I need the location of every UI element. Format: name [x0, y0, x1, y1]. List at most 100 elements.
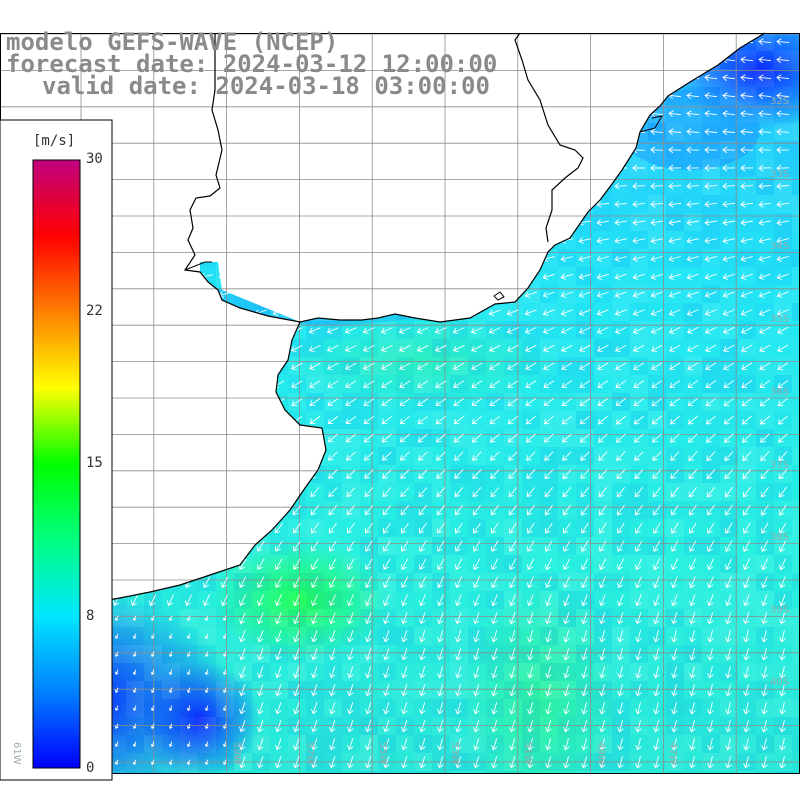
wind-arrow	[168, 759, 173, 766]
wind-arrow	[489, 380, 501, 389]
wind-arrow	[581, 684, 588, 697]
wind-arrow	[779, 756, 786, 769]
wind-arrow	[653, 594, 660, 607]
wind-arrow	[544, 522, 553, 534]
wind-arrow	[758, 309, 771, 317]
wind-arrow	[671, 630, 678, 643]
wind-arrow	[419, 594, 426, 607]
wind-arrow	[617, 594, 624, 607]
wind-arrow	[758, 273, 771, 280]
wind-arrow	[758, 255, 771, 262]
wind-arrow	[776, 164, 790, 172]
wind-arrow	[419, 756, 426, 769]
wind-arrow	[561, 415, 572, 425]
wind-arrow	[598, 487, 608, 498]
wind-arrow	[491, 756, 498, 769]
wind-arrow	[704, 326, 717, 335]
wind-arrow	[204, 723, 209, 730]
wind-arrow	[383, 666, 390, 679]
wind-arrow	[437, 684, 444, 697]
wind-arrow	[597, 380, 609, 389]
wind-arrow	[401, 756, 408, 769]
wind-arrow	[489, 344, 501, 353]
wind-arrow	[652, 576, 660, 589]
wind-arrow	[545, 756, 552, 769]
wind-arrow	[383, 612, 390, 625]
wind-arrow	[617, 630, 624, 643]
wind-arrow	[256, 558, 265, 570]
wind-arrow	[615, 415, 626, 425]
wind-arrow	[758, 237, 771, 244]
wind-arrow	[689, 738, 696, 751]
wind-arrow	[742, 522, 751, 534]
wind-arrow	[632, 326, 645, 335]
wind-arrow	[686, 128, 700, 136]
wind-arrow	[416, 344, 429, 353]
wind-arrow	[114, 741, 119, 747]
wind-arrow	[722, 128, 736, 136]
lon-label-51w: 51W	[522, 742, 533, 765]
wind-arrow	[507, 415, 518, 425]
wind-arrow	[364, 594, 372, 607]
wind-arrow	[363, 362, 375, 371]
wind-arrow	[741, 326, 753, 335]
wind-arrow	[202, 576, 211, 588]
wind-arrow	[563, 648, 570, 661]
wind-arrow	[473, 630, 480, 643]
wind-arrow	[310, 540, 319, 552]
wind-arrow	[670, 469, 680, 480]
wind-arrow	[689, 756, 696, 769]
wind-arrow	[689, 630, 696, 643]
wind-arrow	[596, 326, 609, 335]
wind-arrow	[419, 648, 426, 661]
wind-arrow	[434, 344, 447, 353]
wind-arrow	[669, 380, 681, 389]
wind-arrow	[419, 612, 426, 625]
wind-arrow	[776, 255, 789, 262]
wind-arrow	[257, 666, 264, 679]
wind-arrow	[760, 522, 769, 534]
wind-arrow	[114, 651, 119, 657]
wind-arrow	[632, 218, 645, 226]
wind-arrow	[560, 255, 573, 262]
wind-arrow	[473, 720, 480, 733]
valid-date: valid date: 2024-03-18 03:00:00	[42, 72, 490, 100]
wind-arrow	[473, 702, 480, 715]
wind-arrow	[650, 255, 663, 262]
wind-arrow	[561, 344, 573, 353]
wind-arrow	[617, 612, 624, 625]
wind-arrow	[760, 504, 769, 516]
wind-arrow	[328, 451, 338, 461]
wind-arrow	[596, 291, 609, 298]
wind-arrow	[114, 705, 119, 711]
wind-arrow	[777, 362, 789, 371]
wind-arrow	[544, 576, 552, 589]
wind-arrow	[777, 415, 788, 425]
wind-arrow	[650, 218, 663, 226]
wind-arrow	[401, 648, 408, 661]
wind-arrow	[436, 558, 445, 570]
wind-arrow	[473, 648, 480, 661]
wind-arrow	[347, 756, 354, 769]
wind-arrow	[489, 398, 501, 407]
wind-arrow	[383, 738, 390, 751]
wind-arrow	[596, 200, 610, 208]
wind-arrow	[597, 398, 609, 407]
wind-arrow	[419, 630, 426, 643]
wind-arrow	[671, 576, 678, 589]
wind-arrow	[527, 702, 534, 715]
wind-arrow	[686, 92, 700, 100]
wind-arrow	[779, 576, 786, 589]
wind-arrow	[186, 705, 191, 712]
wind-arrow	[614, 309, 627, 316]
wind-arrow	[562, 558, 571, 570]
wind-arrow	[758, 38, 772, 46]
wind-arrow	[508, 522, 517, 534]
lat-label-36s: 36S	[770, 387, 790, 398]
wind-arrow	[597, 362, 609, 371]
wind-arrow	[490, 504, 499, 516]
wind-arrow	[437, 666, 444, 679]
wind-arrow	[597, 344, 609, 353]
wind-arrow	[561, 380, 573, 389]
wind-arrow	[344, 327, 357, 334]
